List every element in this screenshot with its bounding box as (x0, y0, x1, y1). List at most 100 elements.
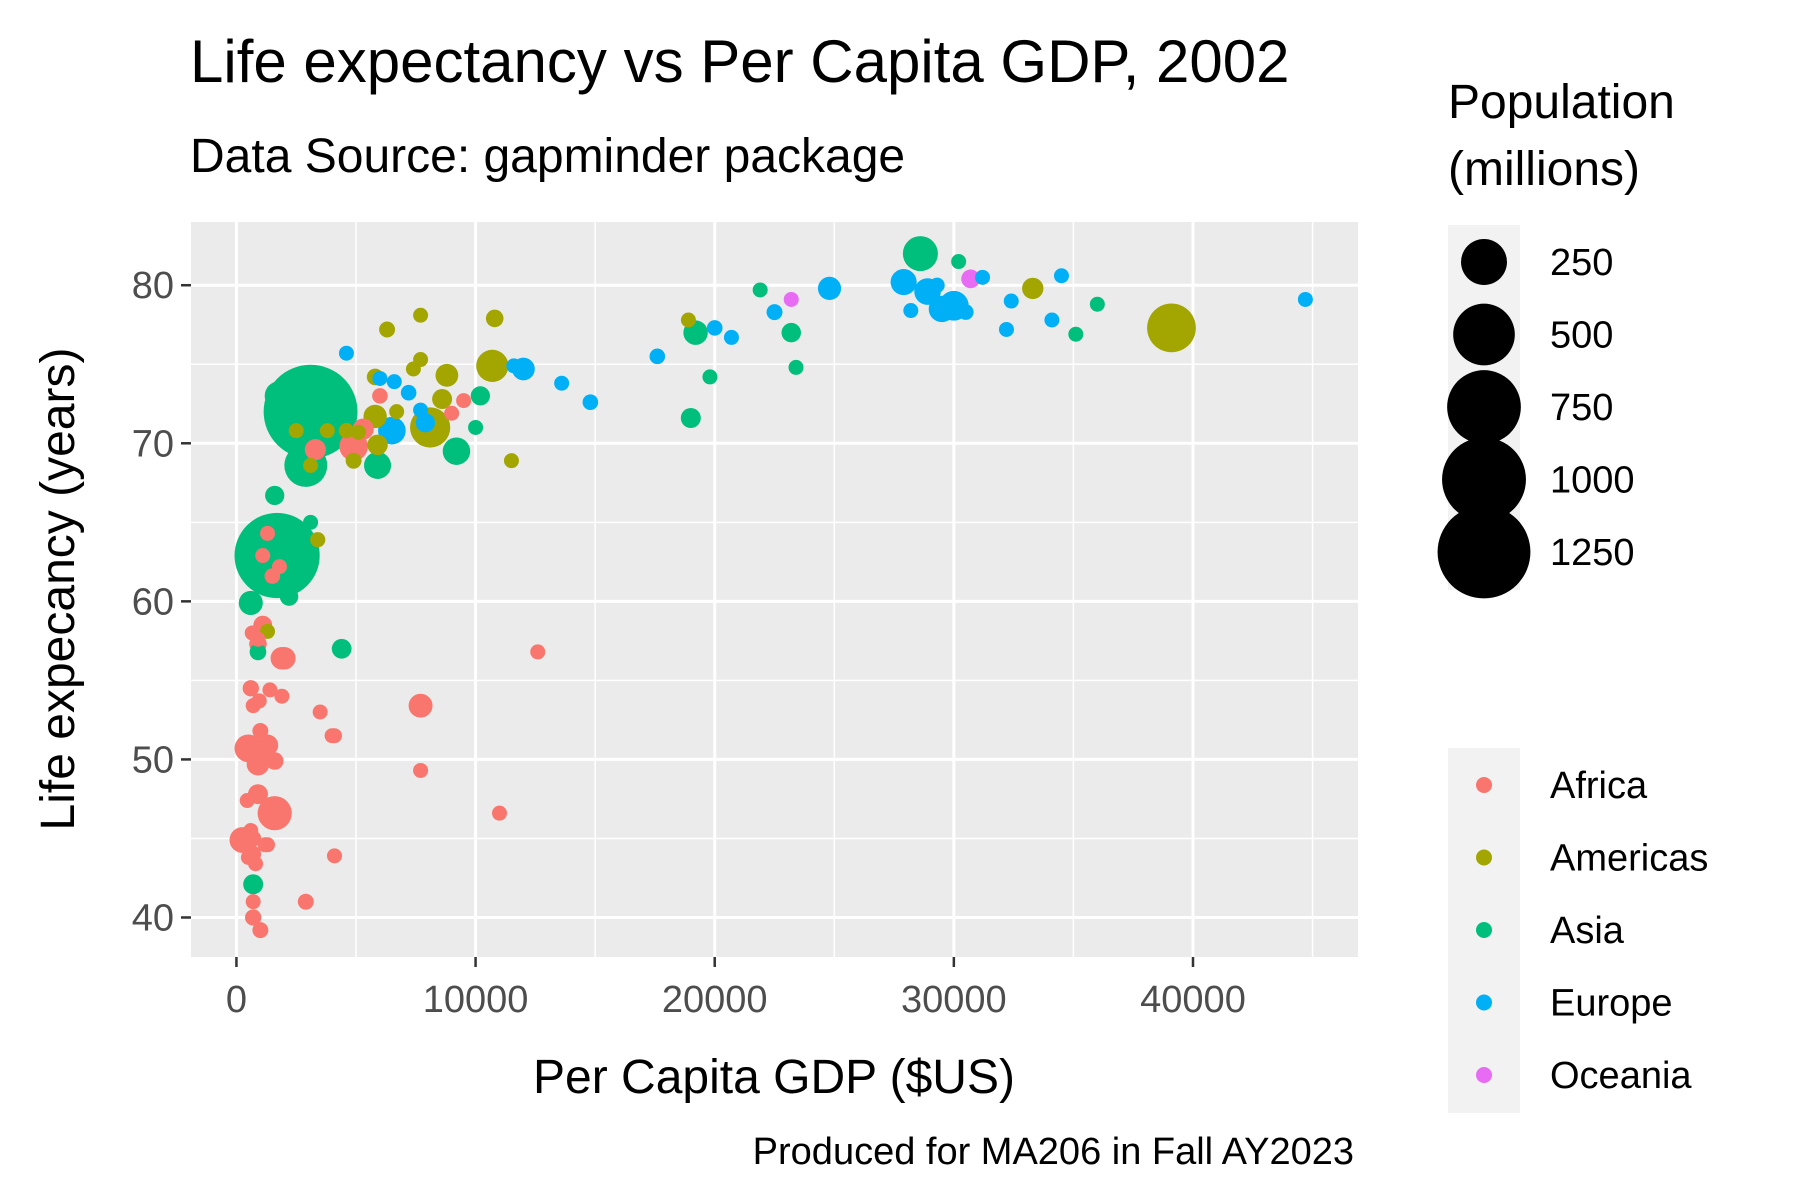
point-americas (413, 352, 429, 368)
point-asia (902, 236, 938, 272)
color-legend-key-europe (1476, 994, 1492, 1011)
point-oceania (783, 291, 799, 307)
chart-subtitle: Data Source: gapminder package (190, 130, 905, 183)
point-europe (1044, 312, 1060, 328)
point-africa (255, 548, 271, 564)
point-americas (1147, 303, 1196, 353)
point-asia (752, 282, 768, 298)
point-europe (582, 394, 599, 410)
color-legend-key-americas (1476, 849, 1492, 866)
point-asia (319, 396, 335, 412)
point-africa (246, 752, 270, 776)
point-americas (485, 309, 504, 328)
point-europe (378, 416, 406, 445)
data-points (229, 236, 1313, 939)
point-americas (345, 452, 362, 469)
point-europe (338, 345, 354, 361)
y-tick-label: 50 (132, 739, 174, 781)
point-americas (503, 453, 519, 469)
point-africa (271, 559, 287, 575)
color-legend-label-africa: Africa (1550, 765, 1648, 807)
point-africa (444, 405, 460, 421)
point-asia (336, 397, 352, 413)
size-legend-key (1461, 239, 1507, 285)
size-legend-label: 500 (1550, 315, 1613, 357)
point-europe (415, 413, 435, 433)
point-europe (817, 276, 842, 300)
size-legend-label: 250 (1550, 242, 1613, 284)
y-tick-labels: 40 50 60 70 80 (132, 265, 174, 939)
point-africa (408, 693, 433, 718)
point-asia (1089, 296, 1105, 312)
point-americas (413, 307, 429, 323)
chart-caption: Produced for MA206 in Fall AY2023 (753, 1131, 1354, 1173)
point-europe (386, 374, 402, 390)
point-europe (958, 304, 974, 320)
size-legend-label: 1250 (1550, 532, 1635, 574)
point-africa (312, 704, 328, 720)
point-africa (530, 644, 546, 660)
point-africa (270, 646, 294, 670)
point-europe (766, 304, 783, 321)
point-africa (245, 698, 261, 714)
point-asia (1068, 326, 1084, 342)
x-tick-label: 0 (226, 979, 247, 1021)
point-africa (262, 682, 278, 698)
point-americas (379, 321, 396, 338)
point-europe (723, 329, 739, 345)
point-africa (456, 393, 472, 409)
x-axis-title: Per Capita GDP ($US) (533, 1051, 1015, 1104)
point-africa (304, 439, 326, 461)
point-africa (243, 823, 259, 839)
point-africa (245, 894, 261, 910)
point-americas (303, 457, 319, 473)
axis-ticks (181, 283, 1195, 967)
y-tick-label: 60 (132, 581, 174, 623)
point-asia (331, 638, 352, 659)
point-europe (1297, 291, 1313, 307)
point-asia (265, 485, 285, 506)
point-europe (554, 375, 570, 391)
point-asia (249, 643, 267, 661)
point-americas (389, 404, 405, 420)
y-axis-title: Life expecancy (years) (32, 348, 85, 831)
point-asia (267, 525, 306, 564)
point-africa (250, 743, 266, 760)
color-legend-key-africa (1476, 777, 1492, 793)
point-americas (310, 532, 326, 548)
point-africa (260, 525, 276, 541)
point-americas (435, 363, 459, 387)
point-europe (1003, 293, 1019, 309)
size-legend-title-line-2: (millions) (1448, 143, 1640, 196)
point-africa (265, 801, 284, 819)
x-tick-label: 10000 (423, 979, 529, 1021)
size-legend-key (1442, 437, 1526, 522)
point-americas (432, 389, 453, 410)
point-africa (372, 388, 388, 404)
point-asia (781, 322, 801, 343)
chart-title: Life expectancy vs Per Capita GDP, 2002 (190, 28, 1290, 95)
point-asia (702, 369, 718, 385)
point-europe (400, 384, 417, 401)
point-asia (303, 514, 319, 530)
color-legend-key-asia (1476, 922, 1492, 938)
point-africa (240, 849, 256, 865)
point-africa (413, 762, 429, 778)
point-europe (506, 358, 522, 374)
size-legend: Population (millions) 250 500 750 1000 1250 (1437, 76, 1675, 599)
point-asia (951, 254, 967, 270)
point-africa (242, 680, 259, 697)
color-legend-label-asia: Asia (1550, 910, 1625, 952)
point-asia (470, 386, 490, 406)
x-tick-label: 30000 (901, 979, 1007, 1021)
point-africa (244, 625, 260, 641)
point-africa (252, 722, 269, 739)
point-asia (364, 451, 392, 479)
color-legend: Africa Americas Asia Europe Oceania (1448, 748, 1708, 1113)
point-africa (265, 752, 284, 770)
point-europe (413, 402, 429, 418)
point-americas (288, 423, 304, 439)
color-legend-label-europe: Europe (1550, 983, 1673, 1025)
point-europe (649, 348, 666, 365)
